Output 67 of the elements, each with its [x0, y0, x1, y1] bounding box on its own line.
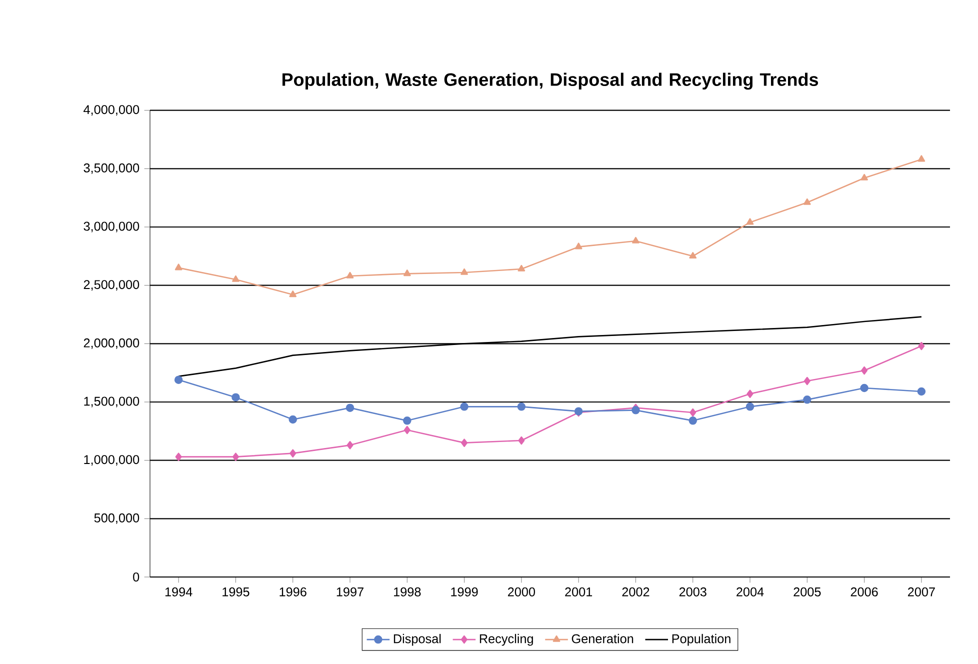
x-tick-label: 2001: [565, 587, 592, 596]
y-tick-label: 0: [133, 572, 140, 582]
point: [232, 452, 239, 461]
point: [232, 393, 240, 402]
point: [918, 342, 925, 350]
point: [174, 264, 182, 270]
point: [689, 252, 697, 259]
legend-label: Disposal: [394, 634, 441, 646]
point: [403, 270, 411, 276]
point: [861, 366, 868, 375]
point: [232, 275, 240, 282]
y-tick-label: 1,500,000: [84, 396, 140, 408]
point: [860, 384, 868, 392]
point: [517, 402, 526, 411]
x-tick-label: 2005: [794, 587, 821, 596]
y-tick-label: 2,500,000: [84, 280, 140, 291]
x-tick-label: 1998: [394, 587, 421, 596]
point: [574, 242, 582, 250]
y-tick-label: 3,500,000: [84, 163, 140, 174]
x-tick-label: 2002: [622, 587, 650, 596]
point: [346, 404, 354, 412]
y-tick-label: 3,000,000: [84, 222, 140, 232]
point: [688, 416, 697, 425]
x-tick-label: 2003: [679, 587, 706, 596]
x-tick-label: 1999: [451, 587, 478, 596]
point: [746, 218, 754, 225]
y-tick-label: 1,000,000: [84, 455, 140, 466]
point: [803, 198, 811, 205]
point: [460, 268, 468, 275]
x-tick-label: 1997: [336, 587, 364, 596]
x-tick-label: 1994: [165, 587, 192, 596]
y-tick-label: 2,000,000: [84, 338, 140, 349]
point: [632, 236, 640, 244]
y-tick-label: 4,000,000: [84, 105, 140, 116]
point: [917, 387, 926, 396]
point: [918, 155, 926, 162]
legend-label: Recycling: [480, 634, 533, 646]
point: [860, 174, 868, 180]
point: [803, 396, 812, 404]
point: [289, 290, 297, 298]
point: [460, 402, 468, 411]
point: [404, 426, 410, 434]
legend-label: Generation: [572, 634, 634, 644]
point: [346, 441, 354, 450]
point: [290, 449, 296, 458]
point: [175, 452, 182, 461]
x-tick-label: 2007: [908, 587, 935, 596]
point: [403, 416, 412, 425]
point: [288, 415, 297, 424]
x-tick-label: 2004: [736, 587, 764, 596]
point: [346, 272, 354, 278]
point: [632, 406, 640, 414]
point: [174, 376, 183, 384]
point: [804, 376, 810, 386]
point: [690, 408, 696, 417]
x-tick-label: 2006: [850, 587, 878, 596]
point: [746, 402, 754, 411]
legend-label: Population: [672, 634, 730, 646]
point: [518, 264, 526, 272]
point: [461, 438, 468, 447]
point: [746, 390, 754, 398]
x-tick-label: 1995: [222, 587, 250, 596]
x-tick-label: 2000: [508, 587, 536, 596]
x-tick-label: 1996: [280, 587, 306, 596]
chart-title: Population, Waste Generation, Disposal and Recycling Trends: [282, 72, 818, 90]
y-tick-label: 500,000: [94, 513, 140, 524]
point: [518, 436, 525, 445]
